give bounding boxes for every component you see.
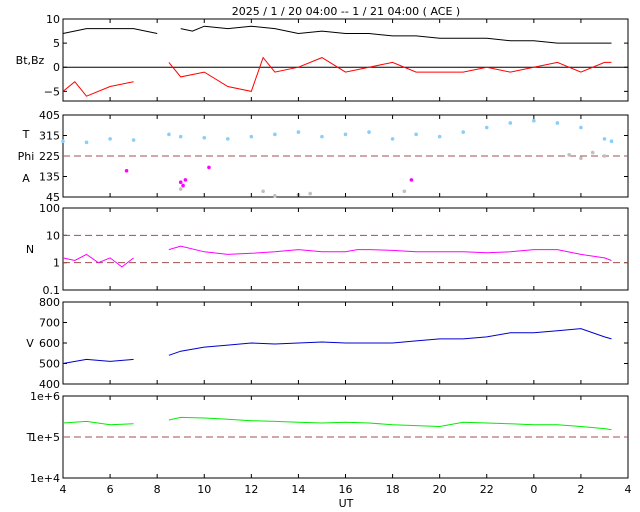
x-tick-label: 4 (60, 483, 67, 496)
y-axis-label: Bt,Bz (16, 54, 45, 67)
data-point-theta (532, 118, 536, 123)
y-tick-label: −5 (44, 85, 60, 98)
data-point-theta (273, 132, 277, 137)
x-tick-label: 6 (107, 483, 114, 496)
x-axis: 4 6 8 10 12 14 16 18 20 22 0 2 4 (60, 483, 632, 496)
y-tick-label: 700 (39, 317, 60, 330)
data-point-phi (567, 153, 571, 157)
data-point-phi (579, 156, 583, 161)
data-point-theta (178, 134, 183, 139)
x-tick-label: 10 (197, 483, 211, 496)
panel-temperature: 1e+6 1e+5 1e+4 T (26, 390, 629, 485)
y-tick-label: 0 (53, 61, 60, 74)
y-tick-label: 315 (39, 130, 60, 143)
y-axis-label: N (26, 243, 34, 256)
y-tick-label: 0.1 (43, 284, 61, 297)
y-tick-label: 45 (46, 191, 60, 204)
chart-title: 2025 / 1 / 20 04:00 -- 1 / 21 04:00 ( AC… (232, 5, 460, 18)
panel-density: 100 10 1 0.1 N (26, 202, 629, 297)
y-tick-label: 225 (39, 150, 60, 163)
data-point-theta (202, 135, 207, 140)
y-tick-label: 10 (46, 229, 60, 242)
x-tick-label: 12 (244, 483, 258, 496)
data-point-phi (178, 187, 183, 191)
y-axis-label: V (26, 337, 34, 350)
panel-magnetic-field: 10 5 0 −5 Bt,Bz (16, 13, 629, 102)
data-point-theta (508, 121, 513, 125)
x-tick-label: 16 (339, 483, 353, 496)
x-tick-label: 14 (291, 483, 305, 496)
series-line-n (62, 245, 612, 268)
data-point-theta (225, 137, 230, 141)
data-point-theta (484, 125, 489, 130)
panel-frame (62, 114, 629, 198)
data-point-theta (131, 138, 136, 142)
y-axis-label: A (22, 172, 30, 185)
data-point-phi (402, 189, 407, 194)
y-tick-label: 800 (39, 296, 60, 309)
data-point-a (409, 178, 414, 182)
x-tick-label: 18 (386, 483, 400, 496)
series-line-bz (62, 56, 612, 97)
x-tick-label: 2 (577, 483, 584, 496)
data-point-phi (273, 194, 277, 198)
data-point-a (181, 183, 185, 188)
y-tick-label: 400 (39, 378, 60, 391)
y-tick-label: 135 (39, 171, 60, 184)
y-axis-label: Phi (18, 150, 35, 163)
data-point-theta (390, 137, 395, 141)
data-point-theta (320, 134, 324, 139)
panel-frame (62, 395, 629, 479)
x-tick-label: 8 (154, 483, 161, 496)
panel-field-direction: 405 315 225 135 45 T Phi A (18, 109, 629, 204)
data-point-theta (61, 139, 65, 143)
data-point-theta (579, 125, 583, 130)
data-point-a (207, 165, 211, 170)
y-tick-label: 500 (39, 358, 60, 371)
data-point-theta (108, 137, 112, 141)
data-point-theta (461, 130, 466, 134)
data-point-theta (167, 132, 171, 137)
series-line-v (62, 328, 612, 364)
data-point-theta (437, 134, 442, 139)
x-tick-label: 22 (480, 483, 494, 496)
y-tick-label: 600 (39, 337, 60, 350)
data-point-theta (249, 134, 254, 139)
y-tick-label: 1e+6 (30, 390, 60, 403)
data-point-a (178, 180, 183, 184)
y-tick-label: 5 (53, 37, 60, 50)
y-tick-label: 1e+5 (30, 431, 60, 444)
data-point-phi (602, 154, 607, 158)
data-point-theta (414, 132, 418, 137)
data-point-theta (602, 137, 607, 141)
y-tick-label: 1 (53, 257, 60, 270)
x-tick-label: 0 (530, 483, 537, 496)
x-axis-label: UT (339, 497, 354, 510)
y-tick-label: 10 (46, 13, 60, 26)
series-line-bt (62, 25, 612, 44)
data-point-theta (555, 121, 560, 125)
y-axis-label: T (22, 128, 30, 141)
panel-speed: 800 700 600 500 400 V (26, 296, 629, 391)
data-point-phi (308, 191, 312, 196)
data-point-theta (367, 130, 371, 134)
data-point-a (124, 169, 129, 173)
y-tick-label: 1e+4 (30, 472, 60, 485)
data-point-theta (84, 140, 89, 145)
y-axis-label: T (26, 431, 34, 444)
panel-frame (62, 207, 629, 291)
data-point-theta (343, 132, 348, 137)
x-tick-label: 20 (433, 483, 447, 496)
data-point-phi (261, 189, 265, 194)
y-tick-label: 405 (39, 109, 60, 122)
data-point-a (183, 178, 188, 182)
series-line-t (62, 416, 612, 431)
x-tick-label: 4 (625, 483, 632, 496)
data-point-theta (296, 130, 301, 134)
data-point-phi (590, 150, 595, 155)
data-point-theta (609, 139, 614, 143)
y-tick-label: 100 (39, 202, 60, 215)
